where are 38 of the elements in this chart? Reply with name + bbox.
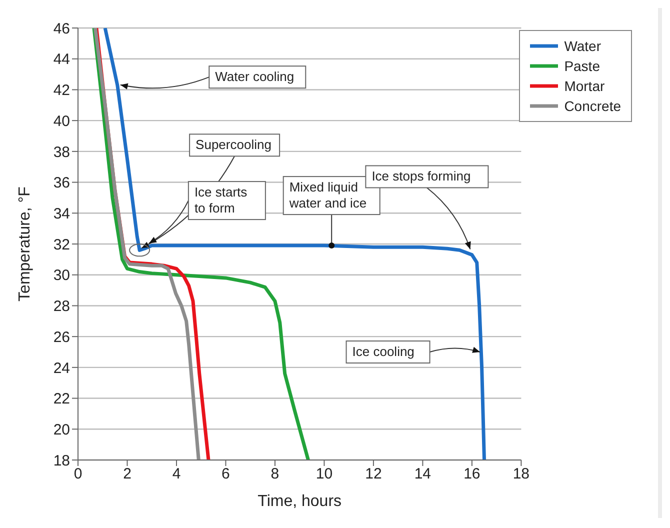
- annotation: Water cooling: [215, 69, 294, 84]
- y-tick-label: 32: [53, 236, 70, 254]
- x-tick-label: 14: [414, 466, 432, 483]
- legend-label: Concrete: [564, 97, 621, 116]
- x-tick-label: 2: [123, 466, 132, 483]
- annotation: Supercooling: [196, 137, 272, 152]
- x-tick-label: 8: [270, 466, 280, 483]
- x-tick-label: 10: [316, 466, 333, 483]
- y-tick-label: 22: [53, 390, 70, 408]
- annotation: Ice cooling: [352, 344, 414, 359]
- legend-label: Paste: [564, 57, 600, 76]
- y-tick-label: 46: [53, 20, 70, 38]
- y-tick-label: 44: [53, 51, 70, 68]
- x-axis-title: Time, hours: [258, 493, 342, 510]
- y-tick-label: 28: [53, 298, 70, 316]
- x-tick-label: 4: [172, 466, 181, 483]
- legend-label: Mortar: [564, 77, 605, 96]
- y-tick-label: 40: [53, 112, 70, 130]
- legend-label: Water: [564, 37, 602, 56]
- line-series: [103, 28, 486, 460]
- x-tick-label: 18: [512, 466, 530, 483]
- annotation: Ice starts to form: [194, 184, 248, 216]
- y-tick-label: 36: [53, 174, 70, 192]
- y-tick-label: 34: [53, 205, 70, 222]
- annotation: Ice stops forming: [372, 168, 471, 184]
- y-tick-label: 26: [53, 328, 70, 346]
- x-tick-label: 0: [74, 466, 82, 483]
- y-tick-label: 38: [53, 144, 70, 161]
- x-tick-label: 12: [365, 466, 382, 483]
- y-tick-label: 42: [53, 82, 70, 100]
- y-tick-label: 24: [53, 360, 70, 377]
- y-tick-label: 18: [53, 452, 70, 470]
- x-tick-label: 16: [464, 466, 480, 483]
- annotation: Mixed liquid water and ice: [288, 180, 367, 211]
- y-axis-title: Temperature, °F: [16, 186, 34, 302]
- x-tick-label: 6: [222, 466, 230, 483]
- y-tick-label: 20: [53, 421, 70, 438]
- y-tick-label: 30: [53, 267, 70, 284]
